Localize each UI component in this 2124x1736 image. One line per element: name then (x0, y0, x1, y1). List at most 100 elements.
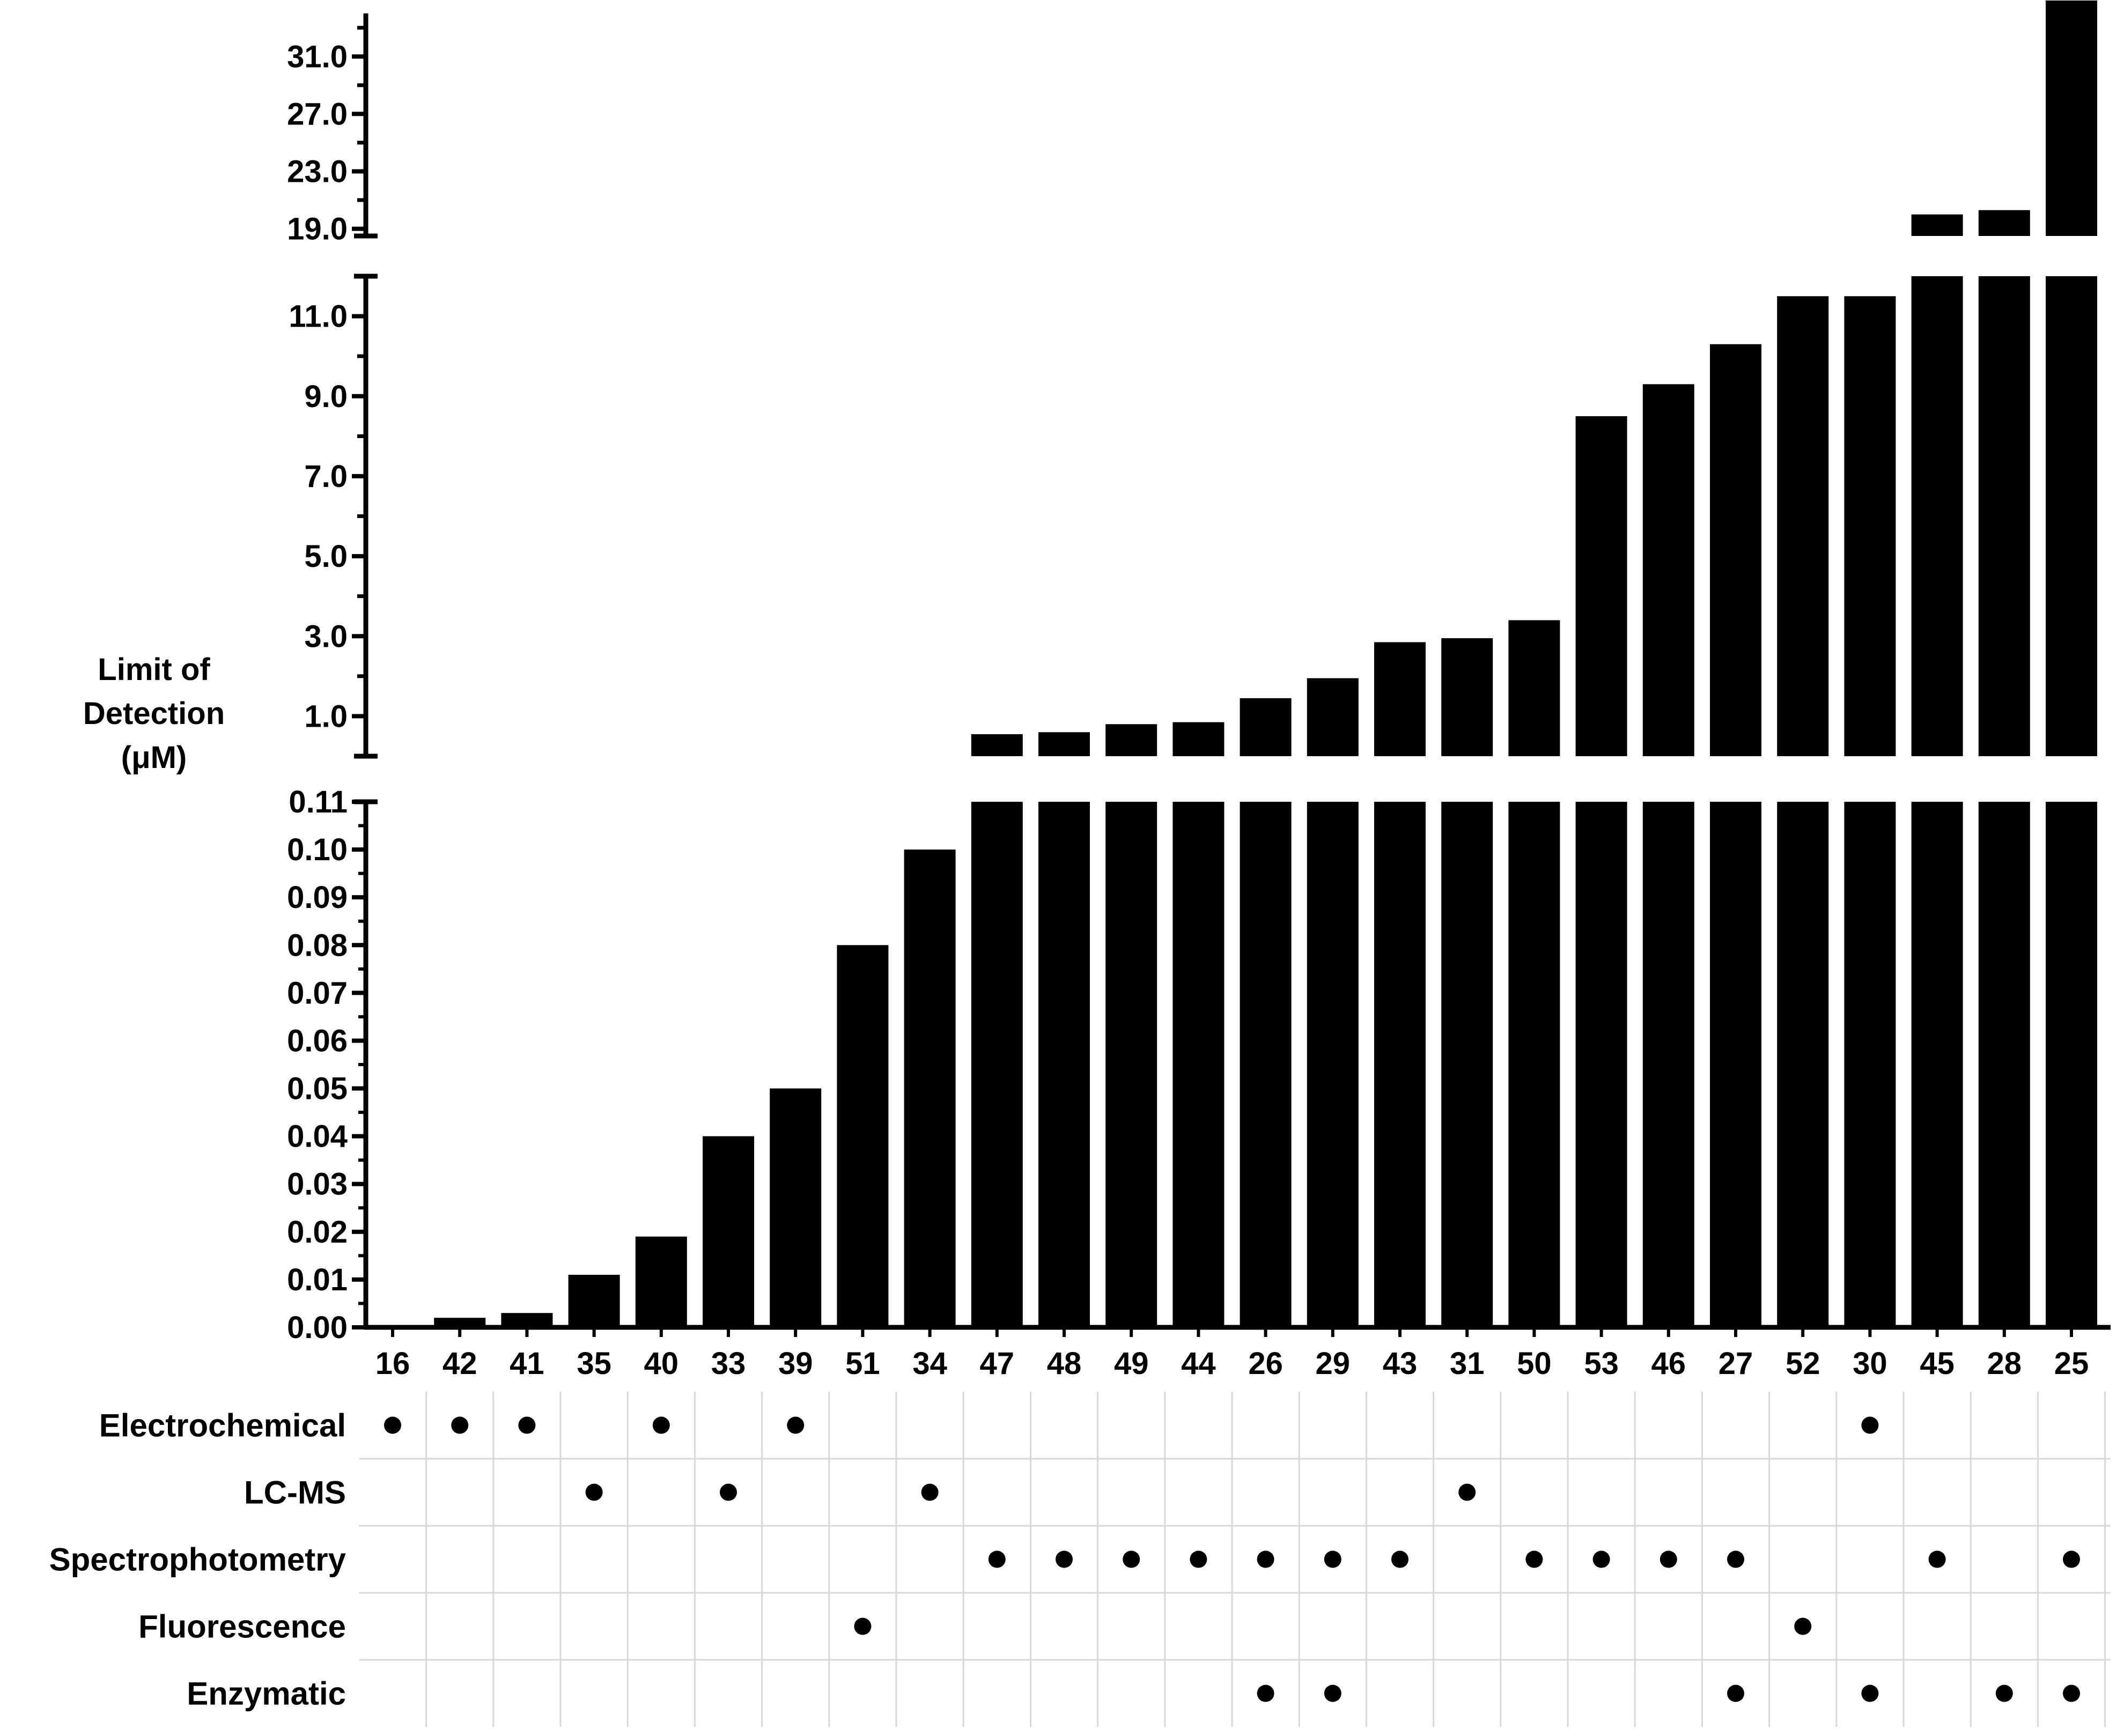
bar-35 (568, 1275, 620, 1337)
bar-segment (1508, 802, 1560, 1327)
x-tick-label: 51 (845, 1346, 880, 1381)
bar-segment (1441, 802, 1493, 1327)
bar-segment (1844, 802, 1896, 1327)
x-tick-label: 33 (711, 1346, 746, 1381)
bar-segment (1172, 722, 1225, 756)
y-tick-label: 27.0 (287, 97, 348, 131)
bar-segment (1374, 802, 1426, 1327)
y-tick-label: 0.03 (287, 1167, 348, 1202)
method-dot (384, 1416, 401, 1434)
bar-26 (1240, 698, 1292, 1337)
bar-segment (434, 1318, 486, 1327)
y-tick-label: 0.11 (289, 785, 348, 819)
x-tick-label: 25 (2054, 1346, 2089, 1381)
x-tick-label: 44 (1181, 1346, 1216, 1381)
bar-segment (1575, 802, 1627, 1327)
method-dot (787, 1416, 805, 1434)
bar-53 (1575, 416, 1627, 1337)
y-tick-label: 9.0 (304, 379, 348, 414)
x-tick-label: 43 (1383, 1346, 1418, 1381)
method-dot (451, 1416, 469, 1434)
method-labels: Electrochemical LC-MS Spectrophotometry Flu… (49, 1408, 346, 1712)
bar-41 (501, 1313, 553, 1337)
x-tick-label: 53 (1584, 1346, 1619, 1381)
method-dot (1525, 1550, 1543, 1568)
bar-segment (501, 1313, 553, 1327)
bar-segment (1844, 296, 1896, 756)
x-tick-label: 48 (1047, 1346, 1082, 1381)
bar-segment (1642, 384, 1694, 756)
method-dot (988, 1550, 1006, 1568)
bar-49 (1105, 724, 1157, 1337)
method-dot (1056, 1550, 1073, 1568)
x-tick-label: 45 (1920, 1346, 1955, 1381)
method-dot (1727, 1550, 1744, 1568)
y-tick-label: 7.0 (304, 459, 348, 494)
method-dot (1861, 1416, 1879, 1434)
method-dot (1660, 1550, 1677, 1568)
method-dot (1928, 1550, 1946, 1568)
x-tick-label: 50 (1517, 1346, 1552, 1381)
x-tick-label: 27 (1719, 1346, 1753, 1381)
bar-segment (1038, 802, 1090, 1327)
method-dot (1257, 1550, 1274, 1568)
method-label-lc-ms: LC-MS (244, 1475, 346, 1511)
x-tick-label: 41 (510, 1346, 544, 1381)
method-label-enzymatic: Enzymatic (187, 1676, 346, 1712)
bar-segment (1777, 296, 1829, 756)
bar-segment (770, 1088, 822, 1327)
x-tick-label: 34 (912, 1346, 947, 1381)
x-tick-label: 16 (375, 1346, 410, 1381)
method-dots (384, 1416, 2080, 1702)
bar-segment (971, 734, 1023, 756)
bar-segment (904, 849, 956, 1327)
y-tick-label: 19.0 (287, 212, 348, 247)
y-tick-label: 0.04 (287, 1119, 348, 1154)
bar-segment (1710, 344, 1761, 756)
bar-segment (971, 802, 1023, 1327)
bar-30 (1844, 296, 1896, 1337)
y-tick-label: 0.05 (287, 1072, 348, 1106)
method-dot (1324, 1685, 1341, 1702)
x-tick-label: 42 (442, 1346, 477, 1381)
method-dot (1458, 1483, 1476, 1501)
y-tick-label: 0.09 (287, 880, 348, 915)
x-tick-label: 35 (577, 1346, 611, 1381)
y-tick-label: 0.07 (287, 976, 348, 1010)
method-dot (1727, 1685, 1744, 1702)
x-tick-label: 29 (1316, 1346, 1351, 1381)
method-label-fluorescence: Fluorescence (138, 1609, 346, 1645)
y-axis-title-line: Limit of (98, 652, 210, 687)
y-tick-label: 3.0 (304, 619, 348, 654)
bar-segment (1911, 276, 1963, 756)
method-dot (585, 1483, 603, 1501)
method-dot (1123, 1550, 1140, 1568)
method-dot (652, 1416, 670, 1434)
y-axis-segments: 0.00 0.01 0.02 0.03 0.04 0.05 0.06 0.07 0.08 0.09… (287, 13, 2111, 1345)
method-dot (854, 1617, 872, 1635)
method-dot (1257, 1685, 1274, 1702)
x-tick-label: 47 (980, 1346, 1015, 1381)
bar-51 (837, 945, 889, 1337)
method-dot (1861, 1685, 1879, 1702)
method-dot (1995, 1685, 2013, 1702)
method-dot (1391, 1550, 1408, 1568)
method-dot (2063, 1550, 2080, 1568)
bar-31 (1441, 638, 1493, 1337)
bar-segment (1911, 214, 1963, 236)
bar-segment (2046, 802, 2097, 1327)
x-tick-label: 26 (1248, 1346, 1283, 1381)
x-tick-label: 30 (1853, 1346, 1887, 1381)
method-matrix-grid (359, 1392, 2111, 1727)
method-dot (720, 1483, 737, 1501)
bar-segment (1307, 802, 1359, 1327)
y-tick-label: 23.0 (287, 154, 348, 189)
x-tick-label: 52 (1786, 1346, 1820, 1381)
bar-39 (770, 1088, 822, 1337)
bar-25 (2046, 0, 2097, 1337)
method-dot (518, 1416, 536, 1434)
method-label-electrochemical: Electrochemical (99, 1408, 346, 1444)
bars (367, 0, 2097, 1337)
bar-segment (568, 1275, 620, 1327)
bar-segment (635, 1236, 687, 1327)
